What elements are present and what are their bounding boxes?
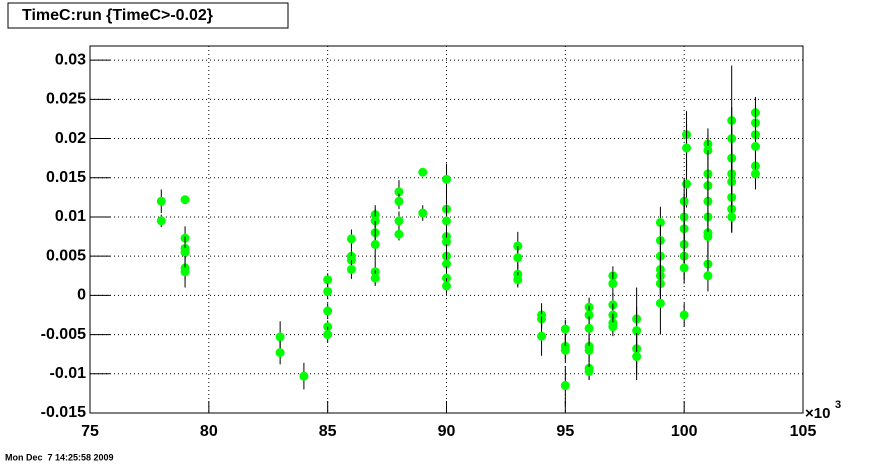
y-tick-label: -0.015: [41, 404, 86, 421]
x-tick-label: 95: [556, 423, 574, 440]
point: [442, 281, 451, 291]
point: [560, 345, 570, 355]
y-tick-label: 0.01: [55, 208, 86, 225]
point: [323, 306, 333, 316]
point: [655, 217, 665, 227]
point: [679, 310, 689, 320]
point: [418, 208, 428, 218]
y-tick-label: -0.005: [41, 326, 86, 343]
title-box: [7, 2, 289, 29]
y-tick-label: 0.025: [46, 91, 86, 108]
point: [394, 196, 404, 206]
point: [418, 167, 428, 177]
point: [679, 263, 689, 273]
point: [156, 216, 166, 226]
point: [608, 279, 618, 289]
point: [632, 352, 642, 362]
point: [682, 143, 692, 153]
point: [608, 322, 618, 332]
point: [584, 323, 594, 333]
point: [442, 216, 451, 226]
point: [584, 366, 594, 376]
point: [323, 286, 333, 296]
x-multiplier: ×10: [805, 405, 830, 422]
x-tick-label: 100: [671, 423, 698, 440]
point: [156, 196, 166, 206]
point: [394, 216, 404, 226]
y-tick-label: 0.03: [55, 51, 86, 68]
point: [346, 264, 356, 274]
point: [370, 273, 380, 283]
point: [275, 332, 285, 342]
x-tick-label: 85: [319, 423, 337, 440]
y-tick-label: -0.01: [50, 365, 87, 382]
point: [655, 298, 665, 308]
point: [180, 195, 190, 205]
point: [703, 232, 713, 242]
point: [750, 169, 760, 179]
point: [513, 253, 523, 263]
y-tick-label: 0: [77, 287, 86, 304]
point: [180, 267, 190, 277]
point: [299, 371, 309, 381]
point: [727, 212, 737, 222]
point: [323, 330, 333, 340]
point: [560, 324, 570, 334]
point: [750, 141, 760, 151]
point: [682, 179, 692, 189]
x-tick-label: 75: [81, 423, 99, 440]
chart-title: TimeC:run {TimeC>-0.02}: [22, 7, 213, 24]
point: [180, 247, 190, 257]
point: [442, 174, 451, 184]
point: [584, 310, 594, 320]
point: [323, 275, 333, 285]
point: [632, 326, 642, 336]
x-tick-label: 105: [790, 423, 817, 440]
point: [346, 234, 356, 244]
point: [394, 229, 404, 239]
y-tick-label: 0.02: [55, 130, 86, 147]
y-tick-label: 0.005: [46, 247, 86, 264]
x-tick-label: 80: [200, 423, 218, 440]
x-tick-label: 90: [438, 423, 456, 440]
y-tick-label: 0.015: [46, 169, 86, 186]
point: [442, 237, 451, 247]
point: [537, 331, 547, 341]
point: [275, 348, 285, 358]
point: [394, 187, 404, 197]
point: [442, 259, 451, 269]
point: [560, 381, 570, 391]
x-multiplier-exponent: 3: [835, 399, 841, 411]
point: [584, 345, 594, 355]
point: [703, 271, 713, 281]
point: [370, 239, 380, 249]
timestamp: Mon Dec 7 14:25:58 2009: [5, 452, 114, 462]
point: [513, 275, 523, 285]
